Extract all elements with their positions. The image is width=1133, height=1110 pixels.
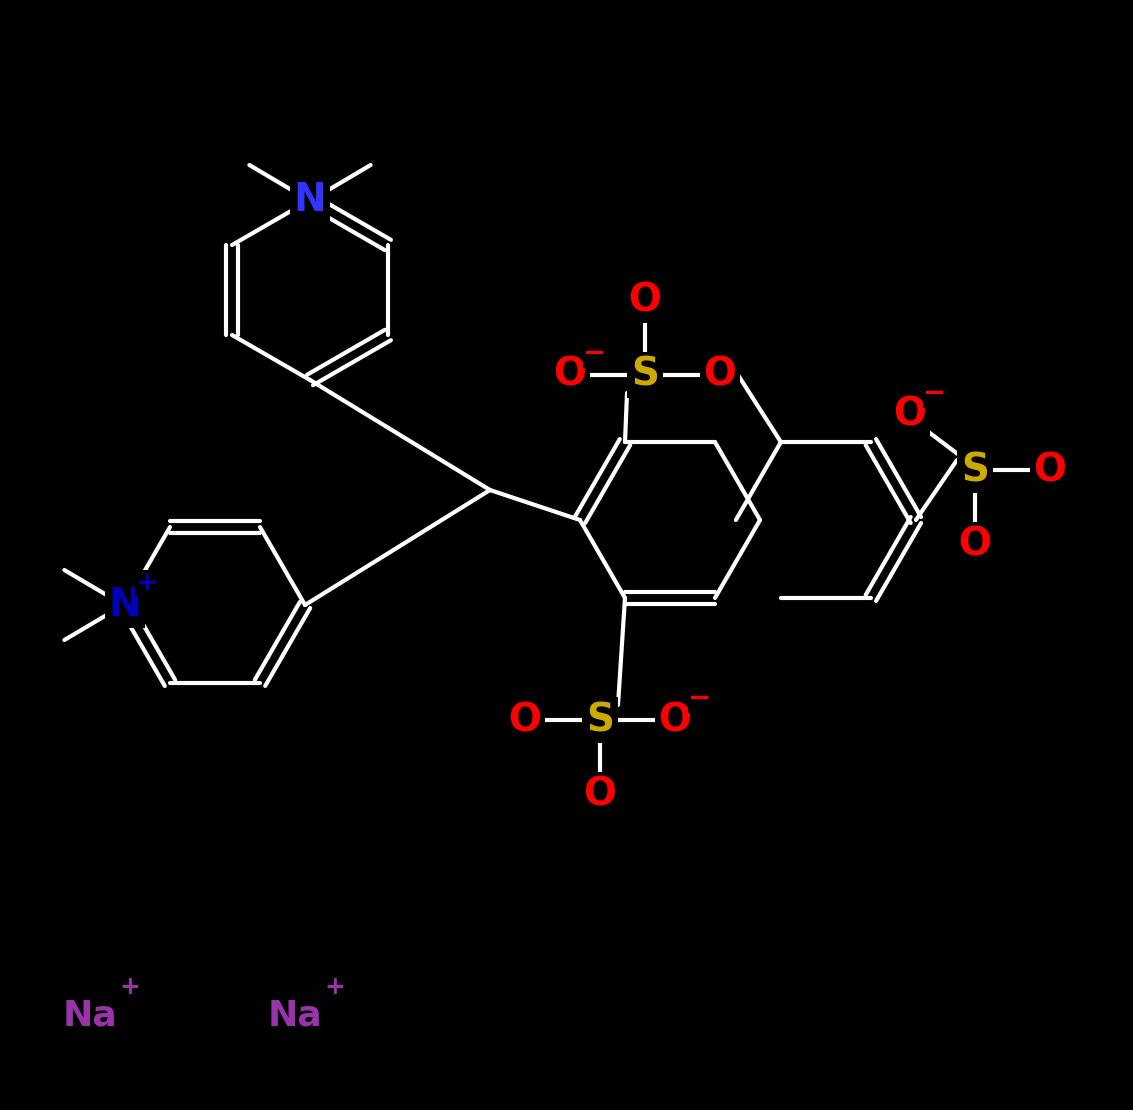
Text: O: O	[629, 281, 662, 319]
Text: O: O	[509, 702, 542, 739]
Text: −: −	[689, 684, 712, 712]
Text: +: +	[137, 571, 157, 595]
Text: −: −	[923, 379, 947, 407]
Text: O: O	[583, 776, 616, 814]
Text: N: N	[293, 181, 326, 219]
Text: O: O	[959, 526, 991, 564]
Text: S: S	[631, 356, 659, 394]
Text: O: O	[658, 702, 691, 739]
Text: Na: Na	[267, 998, 323, 1032]
Text: O: O	[1033, 451, 1066, 490]
Text: N: N	[109, 586, 142, 624]
Text: +: +	[324, 975, 346, 999]
Text: S: S	[961, 451, 989, 490]
Text: O: O	[894, 396, 927, 434]
Text: S: S	[586, 702, 614, 739]
Text: O: O	[704, 356, 736, 394]
Text: +: +	[120, 975, 140, 999]
Text: −: −	[583, 339, 606, 367]
Text: Na: Na	[62, 998, 118, 1032]
Text: O: O	[554, 356, 587, 394]
